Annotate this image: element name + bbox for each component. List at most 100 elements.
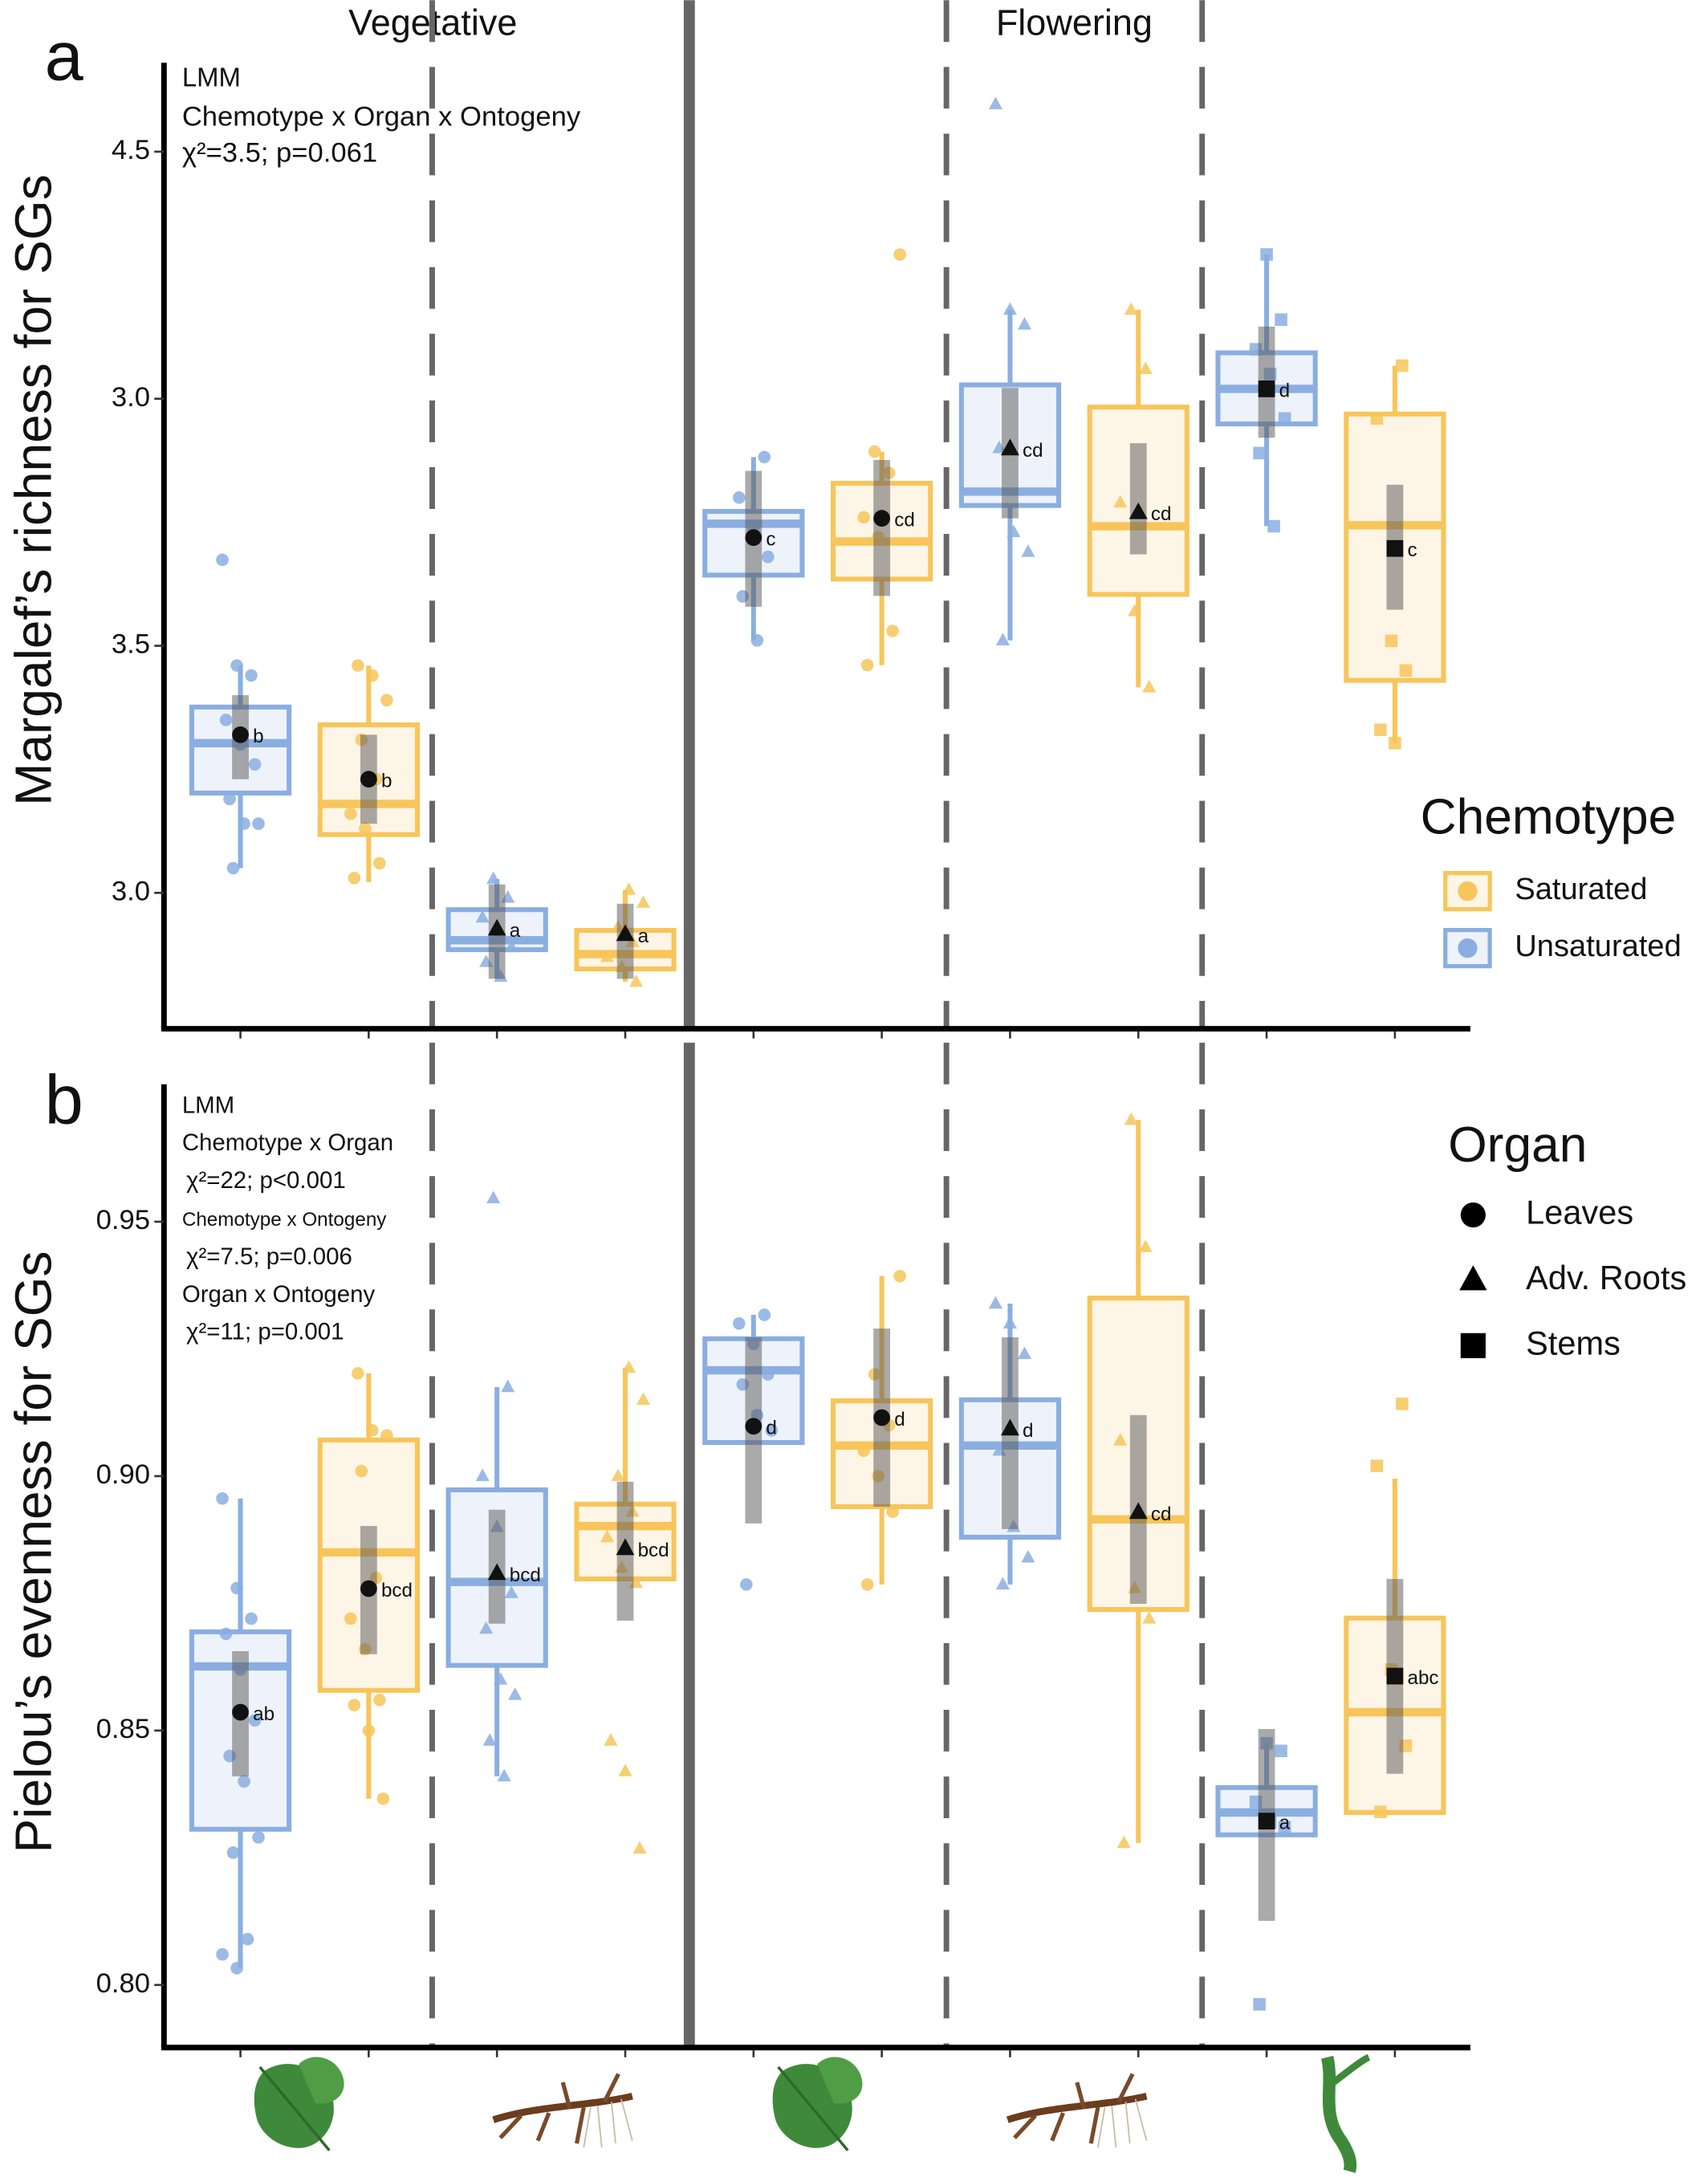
data-point xyxy=(893,1269,906,1283)
mean-marker xyxy=(745,1418,762,1435)
legend-key-dot xyxy=(1458,938,1478,958)
legend-label: Saturated xyxy=(1515,873,1647,906)
data-point xyxy=(611,1468,625,1482)
mean-marker xyxy=(1386,1667,1404,1685)
data-point xyxy=(380,694,393,707)
data-point xyxy=(1113,1433,1128,1446)
data-point xyxy=(1017,317,1032,330)
data-point xyxy=(1267,519,1280,533)
mean-marker xyxy=(616,924,635,942)
data-point xyxy=(216,553,229,567)
data-point xyxy=(632,1841,647,1854)
y-axis-label: Margalef’s richness for SGs xyxy=(5,174,63,806)
y-tick-label: 4.5 xyxy=(112,135,150,165)
group-letter: bcd xyxy=(381,1580,413,1601)
data-point xyxy=(857,1444,870,1457)
annotation: χ²=11; p=0.001 xyxy=(186,1319,344,1345)
y-tick-label: 0.95 xyxy=(96,1205,150,1235)
group-letter: cd xyxy=(1151,1504,1172,1525)
data-point xyxy=(860,658,874,672)
group-letter: d xyxy=(894,1409,905,1430)
panel-label: b xyxy=(45,1062,83,1139)
facet-label: Flowering xyxy=(996,2,1153,43)
data-point xyxy=(373,1694,386,1707)
annotation: χ²=3.5; p=0.061 xyxy=(182,138,377,169)
data-point xyxy=(886,625,899,637)
data-point xyxy=(1113,494,1128,508)
data-point xyxy=(226,861,240,875)
data-point xyxy=(230,1581,243,1595)
data-point xyxy=(238,1775,250,1788)
data-point xyxy=(352,659,364,672)
data-point xyxy=(1138,1239,1153,1252)
data-point xyxy=(1128,604,1142,616)
y-tick-label: 0.80 xyxy=(96,1968,150,1999)
root-icon xyxy=(492,2073,633,2148)
y-tick-label: 0.90 xyxy=(96,1459,150,1490)
data-point xyxy=(1007,524,1021,538)
data-point xyxy=(600,1529,615,1543)
annotation: χ²=7.5; p=0.006 xyxy=(186,1243,352,1270)
data-point xyxy=(1389,736,1401,750)
data-point xyxy=(475,909,490,923)
data-point xyxy=(344,1612,357,1626)
legend-title: Chemotype xyxy=(1421,789,1677,844)
data-point xyxy=(1021,1549,1035,1563)
annotation: χ²=22; p<0.001 xyxy=(186,1167,346,1194)
data-point xyxy=(1275,313,1287,327)
annotation: LMM xyxy=(182,1092,234,1118)
stem-icon xyxy=(1320,2053,1371,2173)
data-point xyxy=(219,1627,233,1641)
group-letter: c xyxy=(766,529,775,551)
data-point xyxy=(600,949,615,962)
mean-marker xyxy=(873,510,891,527)
group-letter: b xyxy=(253,726,263,747)
data-point xyxy=(380,1429,393,1442)
group-letter: ab xyxy=(253,1703,274,1725)
data-point xyxy=(219,714,233,726)
data-point xyxy=(1017,1346,1032,1359)
data-point xyxy=(1374,723,1387,736)
data-point xyxy=(482,1733,497,1746)
mean-marker xyxy=(873,1409,891,1426)
data-point xyxy=(1253,1998,1266,2011)
data-point xyxy=(230,659,243,672)
data-point xyxy=(248,1714,262,1727)
y-axis-label: Pielou’s evenness for SGs xyxy=(5,1251,63,1853)
mean-marker xyxy=(616,1538,635,1556)
data-point xyxy=(1374,1805,1387,1819)
data-point xyxy=(868,445,881,458)
data-point xyxy=(1278,1821,1291,1834)
data-point xyxy=(252,817,265,830)
data-point xyxy=(1142,1611,1157,1624)
data-point xyxy=(1396,359,1409,372)
data-point xyxy=(245,669,258,682)
mean-marker xyxy=(1258,380,1275,397)
data-point xyxy=(366,669,379,682)
mean-marker xyxy=(1001,1418,1019,1436)
data-point xyxy=(762,1368,775,1381)
data-point xyxy=(238,817,250,830)
y-tick-label: 3.5 xyxy=(112,629,150,660)
data-point xyxy=(1116,1835,1131,1849)
group-letter: d xyxy=(1023,1420,1033,1442)
data-point xyxy=(216,1947,229,1961)
root-icon xyxy=(1006,2073,1148,2148)
data-point xyxy=(1002,302,1018,315)
legend-key-dot xyxy=(1458,881,1478,901)
group-letter: c xyxy=(1407,539,1417,561)
annotation: Chemotype x Organ x Ontogeny xyxy=(182,102,581,132)
annotation: Organ x Ontogeny xyxy=(182,1281,376,1308)
data-point xyxy=(475,1468,490,1482)
data-point xyxy=(245,1612,258,1626)
legend-key xyxy=(1460,1202,1486,1228)
data-point xyxy=(1278,412,1291,425)
data-point xyxy=(995,633,1011,645)
y-tick-label: 3.0 xyxy=(112,382,150,413)
data-point xyxy=(860,1578,874,1591)
mean-marker xyxy=(1128,502,1148,519)
data-point xyxy=(355,1464,368,1478)
data-point xyxy=(1385,634,1398,648)
group-letter: abc xyxy=(1407,1667,1438,1689)
mean-marker xyxy=(745,529,762,547)
